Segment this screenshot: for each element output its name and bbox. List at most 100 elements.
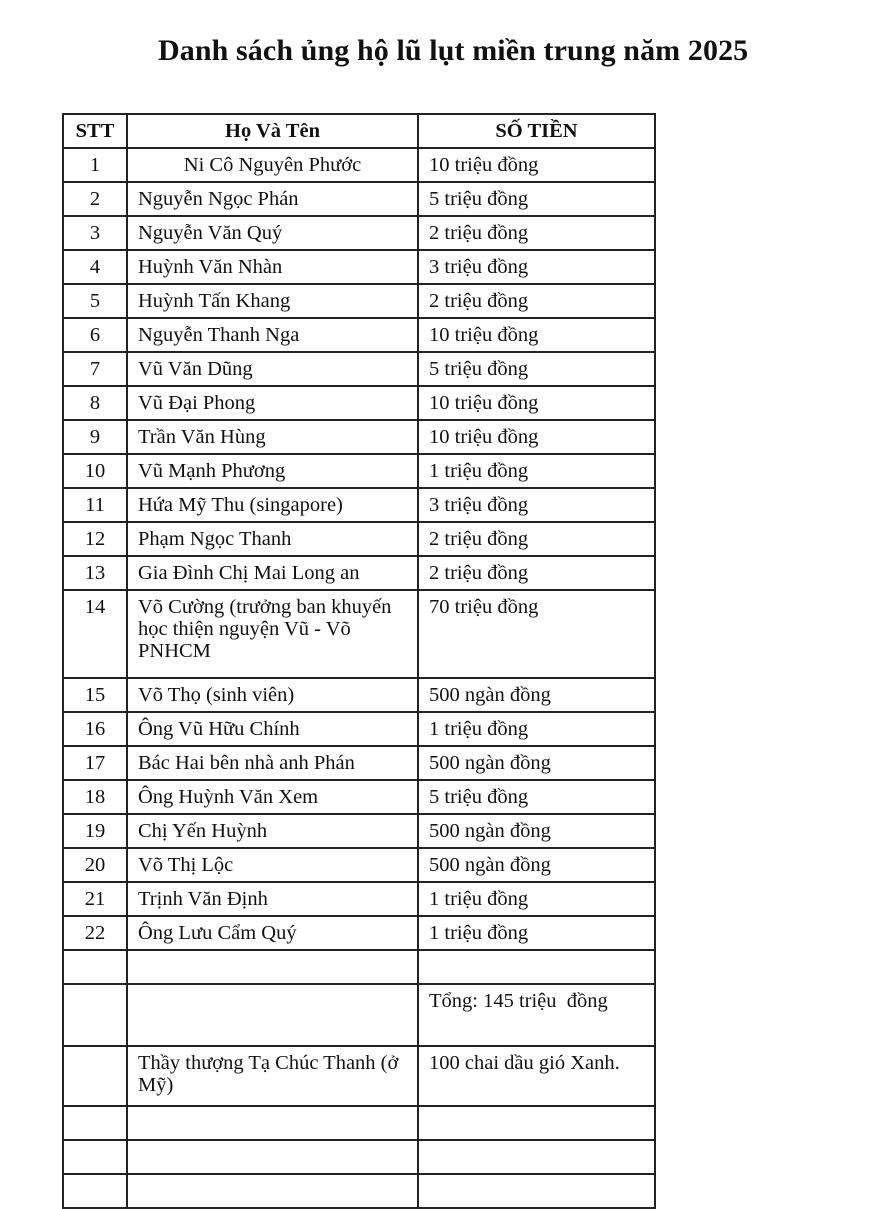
stt-cell: 20 [62, 847, 128, 883]
name-cell: Ni Cô Nguyên Phước [126, 147, 419, 183]
amount-cell: 1 triệu đồng [417, 915, 656, 951]
name-cell: Ông Lưu Cẩm Quý [126, 915, 419, 951]
table-row: 3 Nguyễn Văn Quý 2 triệu đồng [62, 215, 656, 251]
empty-cell [62, 1105, 128, 1141]
empty-cell [62, 1139, 128, 1175]
amount-cell: 10 triệu đồng [417, 385, 656, 421]
header-stt: STT [62, 113, 128, 149]
amount-cell: 10 triệu đồng [417, 419, 656, 455]
empty-cell [62, 949, 128, 985]
name-cell: Võ Cường (trưởng ban khuyến học thiện ng… [126, 589, 419, 679]
name-cell: Phạm Ngọc Thanh [126, 521, 419, 557]
empty-cell [126, 983, 419, 1047]
table-row: 22 Ông Lưu Cẩm Quý 1 triệu đồng [62, 915, 656, 951]
stt-cell: 13 [62, 555, 128, 591]
amount-cell: 500 ngàn đồng [417, 847, 656, 883]
empty-cell [417, 1105, 656, 1141]
header-row: STT Họ Và Tên SỐ TIỀN [62, 113, 656, 149]
stt-cell: 2 [62, 181, 128, 217]
amount-cell: 70 triệu đồng [417, 589, 656, 679]
gift-name-cell: Thầy thượng Tạ Chúc Thanh (ở Mỹ) [126, 1045, 419, 1107]
donation-table: STT Họ Và Tên SỐ TIỀN 1 Ni Cô Nguyên Phư… [62, 113, 656, 1209]
empty-cell [126, 949, 419, 985]
stt-cell: 17 [62, 745, 128, 781]
stt-cell: 18 [62, 779, 128, 815]
stt-cell: 14 [62, 589, 128, 679]
table-row: 9 Trần Văn Hùng 10 triệu đồng [62, 419, 656, 455]
stt-cell: 21 [62, 881, 128, 917]
header-amount: SỐ TIỀN [417, 113, 656, 149]
table-row: 21 Trịnh Văn Định 1 triệu đồng [62, 881, 656, 917]
table-row: 2 Nguyễn Ngọc Phán 5 triệu đồng [62, 181, 656, 217]
name-cell: Gia Đình Chị Mai Long an [126, 555, 419, 591]
stt-cell: 5 [62, 283, 128, 319]
amount-cell: 5 triệu đồng [417, 351, 656, 387]
amount-cell: 5 triệu đồng [417, 779, 656, 815]
table-row: 16 Ông Vũ Hữu Chính 1 triệu đồng [62, 711, 656, 747]
stt-cell: 11 [62, 487, 128, 523]
document-title: Danh sách ủng hộ lũ lụt miền trung năm 2… [158, 34, 749, 67]
table-row: 17 Bác Hai bên nhà anh Phán 500 ngàn đồn… [62, 745, 656, 781]
table-row: 13 Gia Đình Chị Mai Long an 2 triệu đồng [62, 555, 656, 591]
empty-row [62, 1105, 656, 1141]
amount-cell: 10 triệu đồng [417, 147, 656, 183]
table-row: 18 Ông Huỳnh Văn Xem 5 triệu đồng [62, 779, 656, 815]
stt-cell: 22 [62, 915, 128, 951]
amount-cell: 3 triệu đồng [417, 249, 656, 285]
table-row: 8 Vũ Đại Phong 10 triệu đồng [62, 385, 656, 421]
table-row: 20 Võ Thị Lộc 500 ngàn đồng [62, 847, 656, 883]
table-row: 19 Chị Yến Huỳnh 500 ngàn đồng [62, 813, 656, 849]
stt-cell: 7 [62, 351, 128, 387]
empty-row [62, 949, 656, 985]
name-cell: Võ Thọ (sinh viên) [126, 677, 419, 713]
stt-cell: 8 [62, 385, 128, 421]
table-row: 5 Huỳnh Tấn Khang 2 triệu đồng [62, 283, 656, 319]
amount-cell: 2 triệu đồng [417, 555, 656, 591]
name-cell: Chị Yến Huỳnh [126, 813, 419, 849]
name-cell: Vũ Văn Dũng [126, 351, 419, 387]
empty-cell [62, 1045, 128, 1107]
name-cell: Nguyễn Ngọc Phán [126, 181, 419, 217]
total-cell: Tổng: 145 triệu đồng [417, 983, 656, 1047]
stt-cell: 3 [62, 215, 128, 251]
stt-cell: 9 [62, 419, 128, 455]
name-cell: Ông Huỳnh Văn Xem [126, 779, 419, 815]
empty-cell [62, 1173, 128, 1209]
amount-cell: 2 triệu đồng [417, 215, 656, 251]
amount-cell: 1 triệu đồng [417, 453, 656, 489]
stt-cell: 12 [62, 521, 128, 557]
table-row: 14 Võ Cường (trưởng ban khuyến học thiện… [62, 589, 656, 679]
gift-row: Thầy thượng Tạ Chúc Thanh (ở Mỹ) 100 chai… [62, 1045, 656, 1107]
name-cell: Huỳnh Tấn Khang [126, 283, 419, 319]
empty-row [62, 1139, 656, 1175]
amount-cell: 5 triệu đồng [417, 181, 656, 217]
amount-cell: 3 triệu đồng [417, 487, 656, 523]
name-cell: Nguyễn Thanh Nga [126, 317, 419, 353]
stt-cell: 10 [62, 453, 128, 489]
empty-row [62, 1173, 656, 1209]
table-row: 1 Ni Cô Nguyên Phước 10 triệu đồng [62, 147, 656, 183]
table-row: 7 Vũ Văn Dũng 5 triệu đồng [62, 351, 656, 387]
table-row: 12 Phạm Ngọc Thanh 2 triệu đồng [62, 521, 656, 557]
stt-cell: 1 [62, 147, 128, 183]
empty-cell [417, 1139, 656, 1175]
name-cell: Bác Hai bên nhà anh Phán [126, 745, 419, 781]
name-cell: Hứa Mỹ Thu (singapore) [126, 487, 419, 523]
empty-cell [126, 1173, 419, 1209]
amount-cell: 1 triệu đồng [417, 711, 656, 747]
gift-amount-cell: 100 chai dầu gió Xanh. [417, 1045, 656, 1107]
table-row: 15 Võ Thọ (sinh viên) 500 ngàn đồng [62, 677, 656, 713]
header-name: Họ Và Tên [126, 113, 419, 149]
name-cell: Trần Văn Hùng [126, 419, 419, 455]
name-cell: Võ Thị Lộc [126, 847, 419, 883]
empty-cell [417, 1173, 656, 1209]
empty-cell [417, 949, 656, 985]
name-cell: Vũ Mạnh Phương [126, 453, 419, 489]
table-row: 10 Vũ Mạnh Phương 1 triệu đồng [62, 453, 656, 489]
total-row: Tổng: 145 triệu đồng [62, 983, 656, 1047]
amount-cell: 500 ngàn đồng [417, 677, 656, 713]
stt-cell: 6 [62, 317, 128, 353]
name-cell: Huỳnh Văn Nhàn [126, 249, 419, 285]
table-row: 6 Nguyễn Thanh Nga 10 triệu đồng [62, 317, 656, 353]
amount-cell: 10 triệu đồng [417, 317, 656, 353]
